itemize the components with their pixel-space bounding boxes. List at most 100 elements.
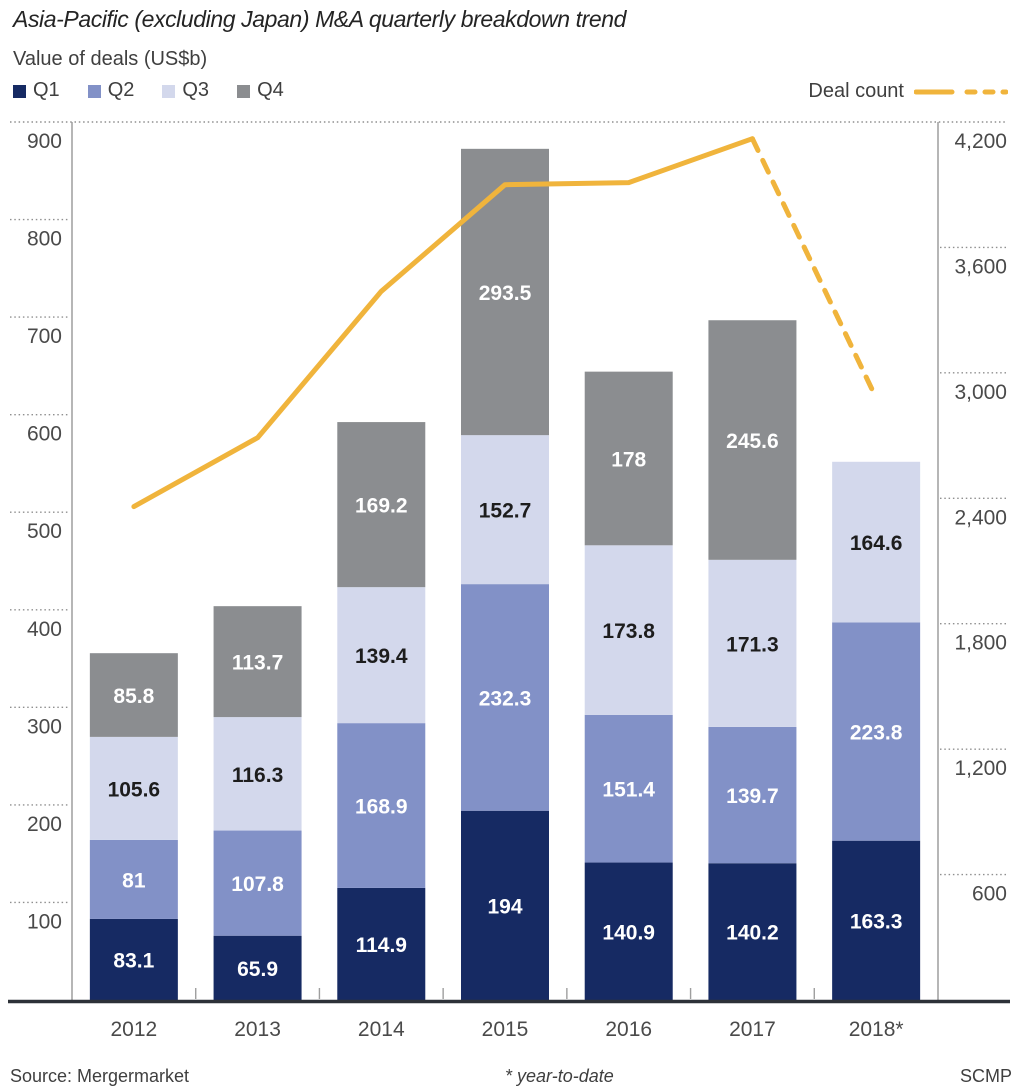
chart-title: Asia-Pacific (excluding Japan) M&A quart…: [13, 6, 627, 32]
bar-label-2018*-q3: 164.6: [850, 532, 903, 555]
y-left-tick-label-500: 500: [27, 520, 62, 543]
y-left-tick-label-400: 400: [27, 618, 62, 641]
footnote: * year-to-date: [505, 1066, 614, 1086]
bar-label-2014-q3: 139.4: [355, 645, 408, 668]
bar-2015-q4: [461, 148, 549, 436]
x-axis-label-2012: 2012: [110, 1018, 157, 1041]
bar-2013-q1: [213, 935, 302, 1000]
bar-label-2017-q4: 245.6: [726, 430, 779, 453]
bar-2016-q3: [584, 545, 673, 715]
bar-2016-q1: [584, 862, 673, 1000]
q4-swatch-icon: [237, 85, 251, 98]
x-axis-label-2014: 2014: [358, 1018, 405, 1041]
legend-q3-label: Q3: [182, 79, 210, 101]
x-axis-label-2013: 2013: [234, 1018, 281, 1041]
y-left-tick-label-900: 900: [27, 130, 62, 153]
bar-2012-q2: [89, 839, 178, 919]
bar-label-2013-q1: 65.9: [237, 958, 278, 981]
legend-item-q1: Q1: [13, 79, 60, 102]
bar-2017-q4: [708, 320, 797, 560]
deal-count-line-dashed: [749, 136, 879, 401]
bar-label-2012-q4: 85.8: [113, 685, 154, 708]
y-right-tick-label-1200: 1,200: [954, 757, 1007, 780]
value-axis-label: Value of deals (US$b): [13, 48, 208, 70]
y-right-tick-label-2400: 2,400: [954, 506, 1007, 529]
quarter-legend: Q1 Q2 Q3 Q4: [13, 79, 284, 102]
y-right-tick-label-3000: 3,000: [954, 381, 1007, 404]
bar-label-2018*-q1: 163.3: [850, 910, 903, 933]
q3-swatch-icon: [162, 85, 176, 98]
y-right-tick-label-3600: 3,600: [954, 255, 1007, 278]
bar-2013-q2: [213, 830, 302, 936]
bar-label-2015-q3: 152.7: [479, 500, 532, 523]
bar-2012-q1: [89, 918, 178, 1000]
q1-swatch-icon: [13, 85, 26, 98]
bar-label-2015-q1: 194: [487, 895, 522, 918]
deal-count-line: [131, 136, 755, 510]
bar-2014-q1: [337, 887, 426, 1000]
bar-label-2013-q2: 107.8: [231, 873, 284, 896]
y-right-tick-label-600: 600: [972, 883, 1007, 906]
bar-label-2018*-q2: 223.8: [850, 722, 903, 745]
bar-2012-q4: [89, 653, 178, 737]
bar-2014-q4: [337, 422, 426, 588]
bar-label-2014-q4: 169.2: [355, 495, 408, 518]
bar-2017-q2: [708, 726, 797, 864]
bar-2018*-q2: [832, 622, 921, 841]
bar-label-2014-q1: 114.9: [356, 934, 407, 957]
bar-label-2013-q3: 116.3: [232, 764, 283, 787]
x-axis-label-2017: 2017: [729, 1018, 776, 1041]
y-right-tick-label-1800: 1,800: [954, 632, 1007, 655]
deal-count-label: Deal count: [808, 80, 904, 102]
deal-count-line-swatch-icon: [914, 89, 1008, 94]
legend-q2-label: Q2: [107, 79, 135, 101]
bar-label-2017-q2: 139.7: [726, 785, 779, 808]
bar-label-2012-q2: 81: [122, 869, 146, 892]
legend-item-q2: Q2: [87, 79, 135, 102]
deal-count-legend: Deal count: [808, 80, 1008, 103]
legend-q1-label: Q1: [33, 79, 60, 101]
bar-label-2012-q1: 83.1: [113, 949, 154, 972]
y-left-tick-label-100: 100: [27, 910, 62, 933]
bar-2014-q2: [337, 723, 426, 888]
bar-2018*-q3: [832, 461, 921, 623]
bar-2017-q3: [708, 559, 797, 727]
bar-2016-q2: [584, 714, 673, 863]
bar-2015-q3: [461, 435, 549, 585]
bar-2016-q4: [584, 371, 673, 546]
bar-label-2014-q2: 168.9: [355, 796, 408, 819]
bar-label-2016-q4: 178: [611, 448, 646, 471]
bar-label-2016-q1: 140.9: [602, 921, 655, 944]
bar-2013-q3: [213, 717, 302, 831]
y-left-tick-label-700: 700: [27, 325, 62, 348]
legend-q4-label: Q4: [257, 79, 284, 101]
y-right-tick-label-4200: 4,200: [954, 130, 1007, 153]
bar-2015-q1: [461, 810, 549, 1000]
publisher-credit: SCMP: [959, 1066, 1012, 1086]
y-left-tick-label-800: 800: [27, 228, 62, 251]
bar-label-2015-q4: 293.5: [479, 282, 532, 305]
bar-2012-q3: [89, 736, 178, 840]
bar-label-2016-q2: 151.4: [602, 779, 655, 802]
bar-label-2012-q3: 105.6: [108, 778, 161, 801]
bar-2014-q3: [337, 587, 426, 724]
x-axis-label-2015: 2015: [482, 1018, 529, 1041]
bar-label-2015-q2: 232.3: [479, 687, 532, 710]
source-credit: Source: Mergermarket: [10, 1066, 190, 1086]
bar-2013-q4: [213, 606, 302, 718]
bar-label-2013-q4: 113.7: [232, 652, 283, 675]
bar-label-2017-q1: 140.2: [726, 922, 779, 945]
bar-label-2017-q3: 171.3: [726, 633, 779, 656]
y-left-tick-label-300: 300: [27, 715, 62, 738]
bar-2018*-q1: [832, 840, 921, 1000]
x-axis-label-2016: 2016: [605, 1018, 652, 1041]
legend-item-q3: Q3: [162, 79, 209, 102]
y-left-tick-label-600: 600: [27, 423, 62, 446]
q2-swatch-icon: [87, 85, 101, 98]
bar-2017-q1: [708, 863, 797, 1000]
legend-item-q4: Q4: [237, 79, 284, 102]
bar-2015-q2: [461, 584, 549, 811]
x-axis-label-2018*: 2018*: [849, 1018, 904, 1041]
bar-label-2016-q3: 173.8: [602, 620, 655, 643]
